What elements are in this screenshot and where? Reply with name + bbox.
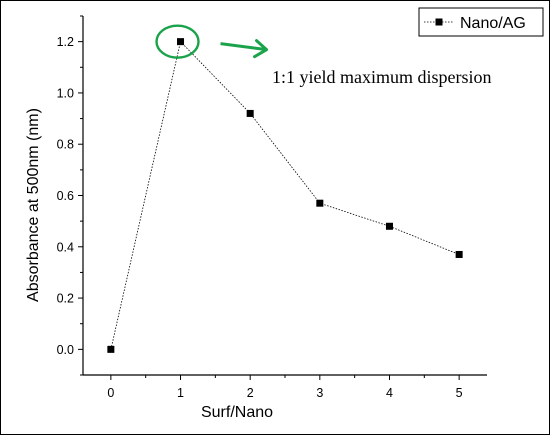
arrow-icon (220, 39, 269, 59)
y-tick-label: 0.2 (57, 292, 74, 306)
legend-label: Nano/AG (460, 15, 526, 32)
legend-marker-square (435, 18, 443, 26)
y-tick-label: 0.8 (57, 138, 74, 152)
data-point (246, 109, 254, 117)
y-tick-label: 1.2 (57, 35, 74, 49)
x-tick-label: 1 (177, 386, 184, 400)
x-tick-label: 0 (107, 386, 114, 400)
y-axis-label: Absorbance at 500nm (nm) (25, 108, 42, 302)
y-tick-label: 0.0 (57, 343, 74, 357)
legend: Nano/AG (418, 7, 544, 37)
x-tick-label: 4 (386, 386, 393, 400)
data-point (455, 250, 463, 258)
x-axis-label: Surf/Nano (201, 404, 273, 421)
x-tick-label: 5 (456, 386, 463, 400)
y-ticks: 0.0 0.2 0.4 0.6 0.8 1.0 1.2 (57, 15, 83, 376)
data-point (177, 38, 185, 46)
highlight-circle (155, 24, 200, 59)
data-point (316, 199, 324, 207)
y-tick-label: 1.0 (57, 86, 74, 100)
y-tick-label: 0.6 (57, 189, 74, 203)
annotation-text: 1:1 yield maximum dispersion (272, 67, 491, 87)
x-ticks: 0 1 2 3 4 5 (107, 375, 463, 400)
y-tick-label: 0.4 (57, 240, 74, 254)
annotation: 1:1 yield maximum dispersion (155, 24, 491, 87)
series-line (110, 40, 460, 350)
data-point (385, 222, 393, 230)
series-layer (107, 38, 463, 353)
x-tick-label: 3 (316, 386, 323, 400)
x-tick-label: 2 (247, 386, 254, 400)
data-point (107, 345, 115, 353)
